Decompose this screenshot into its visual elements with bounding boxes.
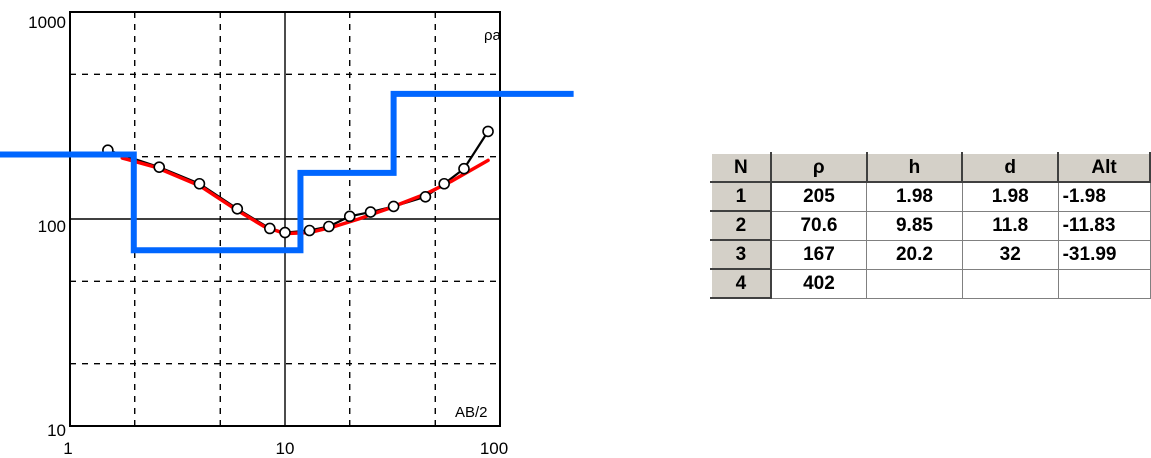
y-tick-label: 100 xyxy=(38,217,66,236)
y-tick-label: 1000 xyxy=(28,13,66,32)
row-number[interactable]: 3 xyxy=(710,239,772,270)
table-cell[interactable]: 70.6 xyxy=(770,210,868,241)
observed-data-point xyxy=(264,222,276,235)
plot-frame xyxy=(69,11,501,427)
observed-data-point xyxy=(387,200,400,213)
table-cell[interactable]: 20.2 xyxy=(866,239,963,270)
table-row: 2 70.6 9.85 11.8 -11.83 xyxy=(710,210,1151,241)
table-cell[interactable]: -1.98 xyxy=(1057,181,1151,212)
observed-data-point xyxy=(153,161,166,173)
table-header-row: N ρ h d Alt xyxy=(710,152,1151,183)
x-axis-corner-label: AB/2 xyxy=(455,404,488,421)
column-header[interactable]: h xyxy=(865,152,964,183)
observed-data-point xyxy=(231,203,244,215)
x-tick-label: 1 xyxy=(63,439,72,458)
tick-labels: 1 10 100 1000 100 10 xyxy=(28,13,508,458)
table-cell[interactable]: 402 xyxy=(770,268,868,299)
table-cell[interactable]: 1.98 xyxy=(961,181,1059,212)
column-header[interactable]: d xyxy=(961,152,1060,183)
observed-data-point xyxy=(193,177,206,190)
table-cell[interactable] xyxy=(866,268,963,299)
observed-data-point xyxy=(343,210,356,223)
table-cell[interactable]: 1.98 xyxy=(866,181,963,212)
table-cell[interactable]: -31.99 xyxy=(1057,239,1151,270)
table-row: 3 167 20.2 32 -31.99 xyxy=(710,239,1151,270)
observed-data-point xyxy=(364,206,377,218)
y-tick-label: 10 xyxy=(47,421,66,440)
observed-data-point xyxy=(482,125,494,138)
layer-table: N ρ h d Alt 1 205 1.98 1.98 -1.98 2 70.6… xyxy=(710,152,1151,299)
model-fit-curve xyxy=(120,156,490,236)
table-cell[interactable]: 32 xyxy=(961,239,1059,270)
series xyxy=(0,90,574,254)
x-tick-label: 100 xyxy=(480,439,508,458)
observed-data-point xyxy=(323,220,335,233)
row-number[interactable]: 1 xyxy=(710,181,772,212)
x-tick-label: 10 xyxy=(276,439,295,458)
observed-data-point xyxy=(303,224,316,237)
table-cell[interactable]: -11.83 xyxy=(1057,210,1151,241)
y-axis-corner-label: ρa xyxy=(484,27,502,44)
table-cell[interactable]: 9.85 xyxy=(866,210,963,241)
row-number[interactable]: 4 xyxy=(710,268,772,299)
table-row: 4 402 xyxy=(710,268,1151,299)
observed-data-point xyxy=(438,177,450,190)
row-number[interactable]: 2 xyxy=(710,210,772,241)
table-cell[interactable] xyxy=(1057,268,1151,299)
column-header[interactable]: ρ xyxy=(769,152,868,183)
resistivity-sounding-chart: 1 10 100 1000 100 10 ρa AB/2 xyxy=(0,11,574,458)
layer-model-line xyxy=(0,90,574,254)
observed-data-point xyxy=(279,226,291,239)
table-cell[interactable]: 11.8 xyxy=(961,210,1059,241)
column-header[interactable]: Alt xyxy=(1057,152,1151,183)
table-cell[interactable]: 167 xyxy=(770,239,868,270)
table-cell[interactable]: 205 xyxy=(770,181,868,212)
observed-data-point xyxy=(458,162,470,175)
table-row: 1 205 1.98 1.98 -1.98 xyxy=(710,181,1151,212)
observed-data-point xyxy=(419,191,432,203)
table-cell[interactable] xyxy=(961,268,1059,299)
column-header[interactable]: N xyxy=(710,152,772,183)
